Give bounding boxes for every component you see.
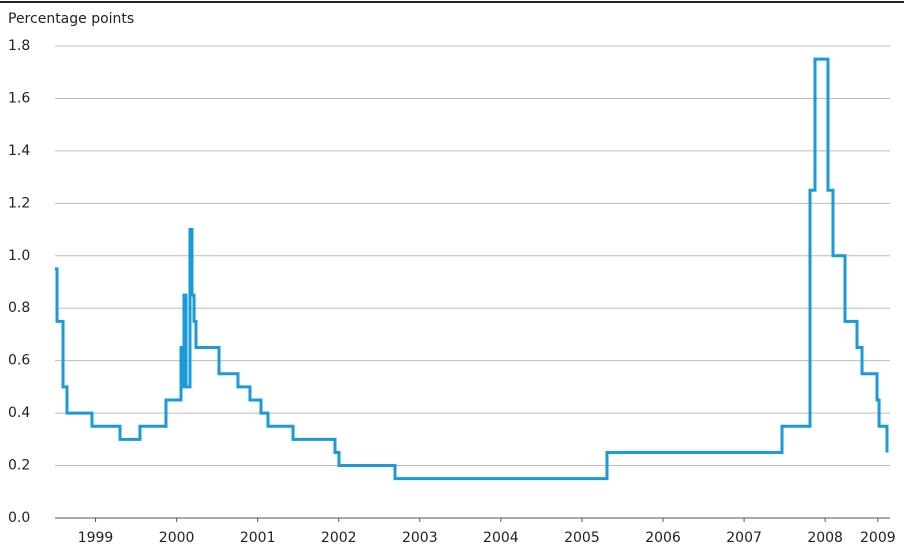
y-tick-label: 0.8	[8, 300, 30, 316]
x-tick-label: 1999	[78, 530, 114, 546]
y-tick-label: 1.6	[8, 90, 30, 106]
x-tick-label: 2005	[564, 530, 600, 546]
x-tick-label: 2001	[240, 530, 276, 546]
x-tick-label: 2008	[807, 530, 843, 546]
y-tick-label: 1.8	[8, 38, 30, 54]
y-tick-label: 1.2	[8, 195, 30, 211]
x-tick-label: 2004	[483, 530, 519, 546]
y-tick-label: 0.6	[8, 353, 30, 369]
y-tick-label: 1.4	[8, 143, 30, 159]
x-tick-label: 2002	[321, 530, 357, 546]
y-axis-label: Percentage points	[8, 11, 134, 27]
data-line	[55, 57, 889, 481]
y-tick-label: 0.4	[8, 405, 30, 421]
x-tick-label: 2009	[860, 530, 896, 546]
y-tick-label: 0.0	[8, 510, 30, 526]
x-tick-label: 2006	[645, 530, 681, 546]
y-tick-label: 1.0	[8, 248, 30, 264]
x-tick-label: 2007	[726, 530, 762, 546]
y-tick-label: 0.2	[8, 458, 30, 474]
x-tick-label: 2000	[159, 530, 195, 546]
x-tick-label: 2003	[402, 530, 438, 546]
